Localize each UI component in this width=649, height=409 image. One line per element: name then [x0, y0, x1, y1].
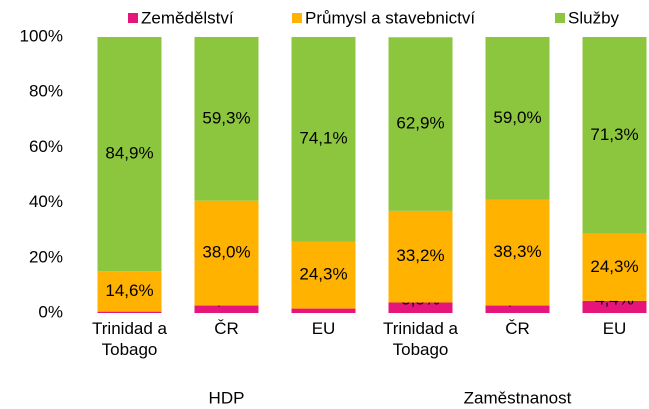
x-tick-label: ČR [505, 319, 530, 338]
x-tick-label: Trinidad a Tobago [92, 319, 167, 359]
bar-segment [582, 300, 647, 313]
value-label: 59,0% [493, 108, 541, 127]
bar-segment [582, 233, 647, 301]
value-label: 74,1% [299, 129, 347, 148]
value-label: 62,9% [396, 114, 444, 133]
bar-segment [485, 305, 550, 313]
bar-segment [291, 308, 356, 313]
bar-segment [97, 271, 162, 312]
y-tick-label: 80% [29, 82, 63, 101]
group-label: HDP [209, 388, 245, 407]
legend-swatch [292, 13, 302, 23]
legend-label: Zemědělství [141, 8, 234, 27]
legend-swatch [555, 13, 565, 23]
value-label: 59,3% [202, 108, 250, 127]
x-tick-label: ČR [214, 319, 239, 338]
y-tick-label: 0% [38, 302, 63, 321]
x-tick-label: EU [602, 319, 627, 338]
bar-segment [194, 37, 259, 201]
legend-swatch [128, 13, 138, 23]
x-tick-label: Trinidad a Tobago [383, 319, 458, 359]
x-tick-label: EU [311, 319, 336, 338]
y-tick-label: 100% [20, 26, 63, 45]
bar-segment [97, 37, 162, 272]
value-label: 24,3% [299, 265, 347, 284]
bar-segment [97, 311, 162, 313]
y-tick-label: 20% [29, 247, 63, 266]
bar-segment [582, 37, 647, 234]
legend-label: Služby [568, 8, 620, 27]
value-label: 24,3% [590, 257, 638, 276]
bar-segment [388, 37, 453, 211]
bar-segment [485, 37, 550, 200]
value-label: 14,6% [105, 281, 153, 300]
bar-segment [291, 241, 356, 309]
bar-segment [388, 210, 453, 303]
bar-segment [194, 305, 259, 313]
value-label: 38,3% [493, 242, 541, 261]
bar-segment [388, 302, 453, 313]
y-tick-label: 60% [29, 137, 63, 156]
legend-label: Průmysl a stavebnictví [305, 8, 475, 27]
bar-segment [194, 200, 259, 306]
value-label: 38,0% [202, 243, 250, 262]
group-label: Zaměstnanost [464, 388, 572, 407]
y-tick-label: 40% [29, 192, 63, 211]
bar-segment [291, 37, 356, 242]
bar-segment [485, 199, 550, 306]
value-label: 84,9% [105, 144, 153, 163]
value-label: 71,3% [590, 125, 638, 144]
value-label: 33,2% [396, 246, 444, 265]
